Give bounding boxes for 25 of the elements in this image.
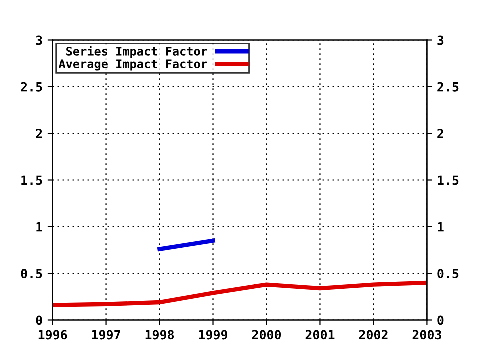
- x-tick-label: 1999: [199, 330, 228, 340]
- y2-tick-label: 0: [438, 316, 444, 326]
- x-tick-label: 1996: [38, 330, 68, 340]
- y-tick-label: 0.5: [21, 269, 42, 279]
- y2-tick-label: 3: [438, 36, 444, 46]
- y2-tick-label: 0.5: [438, 269, 459, 279]
- y2-tick-label: 2: [438, 129, 444, 138]
- x-tick-label: 2001: [306, 330, 335, 340]
- line-series: [52, 280, 428, 308]
- x-tick-label: 1998: [146, 330, 174, 340]
- y-tick-label: 0: [36, 316, 42, 326]
- y-tick-label: 1: [36, 222, 42, 232]
- x-tick-label: 2002: [359, 330, 388, 340]
- x-tick-label: 1997: [92, 330, 120, 340]
- legend-label: Average Impact Factor: [58, 60, 208, 71]
- y-tick-label: 2.5: [21, 82, 42, 92]
- y2-tick-label: 2.5: [438, 82, 459, 92]
- y2-tick-label: 1: [438, 222, 444, 232]
- x-tick-label: 2003: [412, 330, 442, 340]
- y2-tick-label: 1.5: [438, 176, 459, 186]
- y-tick-label: 3: [36, 36, 42, 46]
- x-tick-label: 2000: [252, 330, 282, 340]
- legend-label: Series Impact Factor: [66, 46, 208, 58]
- y-tick-label: 1.5: [22, 176, 42, 186]
- y-tick-label: 2: [36, 129, 42, 138]
